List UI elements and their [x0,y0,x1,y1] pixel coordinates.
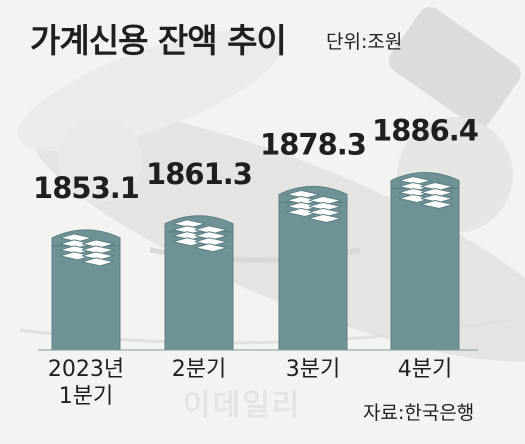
bar-group [51,229,121,351]
bar-group [164,215,234,351]
bar [390,187,460,351]
bar-group [278,186,348,351]
unit-label: 단위:조원 [326,31,403,53]
bar-group [390,172,460,351]
category-label: 4분기 [398,357,452,382]
value-label: 1878.3 [260,127,366,161]
money-stack-icon [420,199,454,209]
chart-title: 가계신용 잔액 추이 [30,21,287,60]
category-label: 1분기 [59,384,113,409]
bar [278,201,348,351]
money-stack-icon [194,243,228,253]
value-label: 1861.3 [146,157,252,191]
source-label: 자료:한국은행 [363,402,475,424]
category-label: 2분기 [172,357,226,382]
watermark-logo: 이데일리 [183,388,302,423]
category-label: 2023년 [48,357,124,382]
value-label: 1886.4 [372,113,478,147]
bar [164,231,234,351]
money-stack-icon [81,257,115,267]
category-label: 3분기 [286,357,340,382]
value-label: 1853.1 [33,171,139,205]
money-stack-icon [308,213,342,223]
